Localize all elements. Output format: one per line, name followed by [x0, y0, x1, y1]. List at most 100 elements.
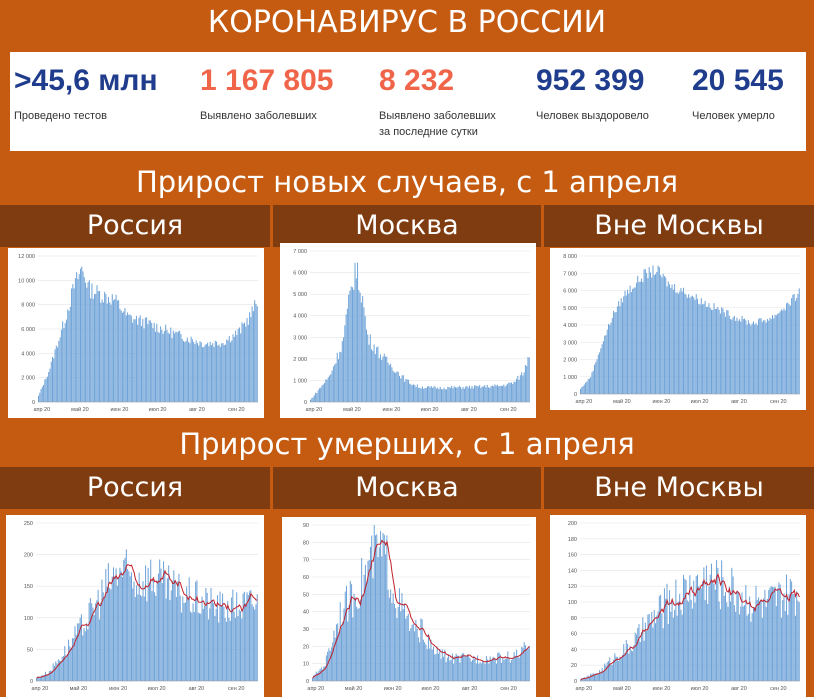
bar — [247, 594, 249, 681]
bar — [675, 292, 677, 394]
bar — [107, 563, 109, 681]
bar — [618, 301, 620, 394]
bar — [627, 643, 629, 681]
bar — [354, 597, 356, 681]
bar — [523, 372, 525, 402]
bar — [443, 656, 445, 681]
bar — [655, 623, 657, 681]
bar — [754, 324, 756, 394]
bar — [797, 293, 799, 394]
page-title: КОРОНАВИРУС В РОССИИ — [0, 0, 814, 46]
chart-deaths-russia: 0 50 100 150 200 250 апр 20 май 20 июн 20 июл 20 а… — [6, 515, 264, 697]
x-tick-label: май 20 — [343, 406, 361, 413]
bar — [779, 311, 781, 394]
bar — [402, 375, 404, 402]
y-tick-label: 80 — [303, 540, 309, 546]
bar — [717, 567, 719, 681]
chart-svg: 0 20 40 60 80 100 120 140 160 180 200 апр 20 май 20 и… — [568, 521, 800, 692]
bar — [759, 317, 761, 394]
x-tick-label: июн 20 — [109, 686, 127, 692]
bar — [499, 654, 501, 681]
bar — [719, 313, 721, 394]
bar — [652, 627, 654, 681]
bar — [688, 601, 690, 681]
bar — [115, 568, 117, 681]
bar — [527, 357, 529, 402]
x-tick-label: июл 20 — [148, 686, 166, 692]
bar — [396, 617, 398, 681]
y-tick-label: 6 000 — [563, 289, 577, 295]
y-tick-label: 50 — [27, 647, 33, 653]
bar — [207, 619, 209, 681]
bar — [336, 352, 338, 402]
x-tick-label: июн 20 — [384, 686, 402, 692]
bar — [404, 381, 406, 402]
bar — [197, 612, 199, 681]
bar — [387, 589, 389, 681]
bar — [749, 596, 751, 681]
bar — [322, 384, 324, 402]
bar — [185, 340, 187, 402]
bar — [162, 333, 164, 402]
bar — [707, 306, 709, 394]
bar — [454, 656, 456, 681]
bar — [761, 321, 763, 394]
bar — [376, 534, 378, 681]
bar — [519, 375, 521, 402]
bar — [475, 385, 477, 402]
bar — [769, 317, 771, 394]
bar — [779, 584, 781, 681]
bar — [373, 525, 375, 681]
bar — [763, 320, 765, 394]
bar — [485, 387, 487, 402]
bar — [186, 337, 188, 402]
bar — [713, 583, 715, 681]
bar — [679, 593, 681, 681]
bar — [199, 341, 201, 402]
bar — [684, 293, 686, 394]
region-outside-deaths: Вне Москвы — [544, 467, 814, 509]
bar — [171, 338, 173, 402]
bar — [514, 381, 516, 402]
bar — [738, 614, 740, 681]
y-tick-label: 2 000 — [563, 358, 577, 364]
bar — [148, 583, 150, 681]
bar — [772, 586, 774, 681]
x-tick-label: сен 20 — [500, 686, 516, 692]
bar — [209, 608, 211, 681]
bar — [735, 320, 737, 394]
bar — [710, 309, 712, 394]
bar — [484, 664, 486, 681]
stat-tests: >45,6 млн Проведено тестов — [14, 64, 158, 124]
bar — [505, 385, 507, 402]
bar — [175, 597, 177, 681]
bar — [388, 597, 390, 681]
bar — [118, 577, 120, 681]
bar — [789, 305, 791, 394]
bar — [471, 385, 473, 402]
bar — [189, 611, 192, 681]
bar — [492, 657, 494, 681]
bar — [232, 334, 234, 402]
bar — [698, 586, 700, 681]
bar — [325, 379, 327, 402]
y-tick-label: 8 000 — [563, 254, 577, 260]
y-tick-label: 5 000 — [563, 306, 577, 312]
bar — [490, 386, 492, 402]
bar — [78, 274, 80, 402]
bar — [758, 319, 760, 394]
bar — [493, 386, 495, 402]
bar — [219, 591, 221, 681]
bar — [479, 662, 481, 681]
bar — [165, 324, 167, 402]
bar — [415, 619, 417, 681]
bar — [38, 395, 40, 402]
bar — [325, 655, 327, 681]
bar — [465, 655, 467, 681]
bar — [429, 387, 431, 402]
bar — [320, 667, 322, 681]
bar — [788, 304, 790, 394]
bar — [160, 568, 162, 681]
bar — [597, 354, 599, 394]
bar — [111, 576, 113, 681]
